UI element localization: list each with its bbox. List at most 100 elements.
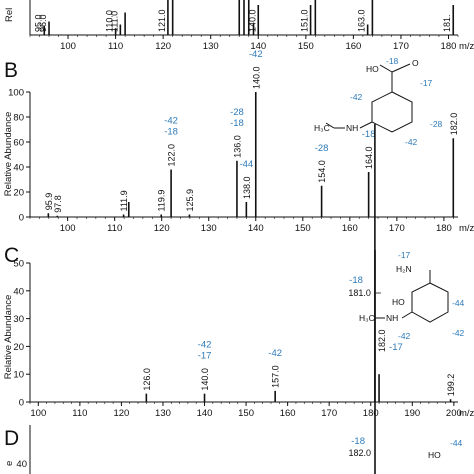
struct-b-o: O <box>412 58 419 68</box>
panel-a-peak-label: 121.0 <box>157 9 167 32</box>
panel-b-peak-label: 136.0 <box>232 135 242 158</box>
panel-b-x-tick-label: 160 <box>342 223 358 234</box>
struct-b-ann-4: -42 <box>405 137 418 147</box>
panel-c-x-tick-label: 190 <box>404 408 420 419</box>
panel-c-y-tick-label: 20 <box>13 342 24 353</box>
panel-b-peak-label: 138.0 <box>242 176 252 199</box>
panel-a-peak-label: 163.0 <box>357 9 367 32</box>
panel-a-ylabel: Rel <box>4 8 15 22</box>
panel-b-peak-label: 122.0 <box>167 144 177 167</box>
panel-b-y-tick-label: 100 <box>8 88 24 99</box>
panel-c-peak-label: 181.0 <box>348 288 371 298</box>
panel-b-x-axis-title: m/z <box>459 223 474 234</box>
panel-c-y-tick-label: 30 <box>13 314 24 325</box>
panel-c-annotation: -42 <box>198 340 212 351</box>
panel-c-x-tick-label: 110 <box>72 408 87 419</box>
panel-d-ytick: 40 <box>16 459 27 470</box>
panel-a-x-tick-label: 130 <box>203 41 219 52</box>
panel-d-chart: 182.0-18 <box>29 250 376 474</box>
panel-b-y-tick-label: 40 <box>13 163 24 174</box>
panel-b-peak-label: 140.0 <box>251 66 261 89</box>
panel-c-x-tick-label: 140 <box>197 408 213 419</box>
struct-b-h3c: H₃C <box>314 123 330 133</box>
panel-c-peak-label: 140.0 <box>200 368 210 391</box>
struct-c-nh: NH <box>386 313 398 323</box>
struct-c-ho: HO <box>392 297 405 307</box>
panel-c-peak-label: 157.0 <box>271 365 281 388</box>
structure-c-labels: H₂N HO H₃C NH -17 -44 -42 -42 <box>359 250 465 341</box>
struct-b-ann-1: -17 <box>420 78 433 88</box>
struct-b-ann-0: -18 <box>386 56 399 66</box>
panel-a-x-tick-label: 170 <box>393 41 409 52</box>
struct-d-ann-0: -44 <box>450 438 463 448</box>
panel-b-annotation: -42 <box>164 116 178 127</box>
panel-c-annotation: -42 <box>268 348 282 359</box>
panel-b-x-tick-label: 140 <box>248 223 264 234</box>
panel-c-chart: 100 110 120 130 140 150 160 170 180 190 200m/z0102… <box>13 124 474 419</box>
panel-a-peak-label: 181. <box>442 14 452 32</box>
panel-c-x-tick-label: 160 <box>280 408 296 419</box>
panel-b-x-tick-label: 100 <box>60 223 76 234</box>
panel-a-x-tick-label: 110 <box>108 41 123 52</box>
panel-b-peak-label: 97.8 <box>53 195 63 213</box>
panel-c-annotation: -17 <box>389 342 403 353</box>
panel-a-peak-label: 95.0 <box>33 14 43 32</box>
panel-b-x-tick-label: 170 <box>389 223 405 234</box>
panel-c-y-tick-label: 10 <box>13 370 24 381</box>
panel-a-peak-label: 151.0 <box>300 9 310 32</box>
struct-c-h3c: H₃C <box>359 313 375 323</box>
panel-letter-b: B <box>4 59 18 82</box>
panel-d-peak-label: 182.0 <box>348 448 371 458</box>
panel-letter-c: C <box>4 244 19 267</box>
panel-b-x-tick-label: 180 <box>436 223 452 234</box>
panel-c-annotation: -17 <box>198 351 212 362</box>
panel-a-x-tick-label: 140 <box>250 41 266 52</box>
panel-d-annotation: -18 <box>351 436 365 447</box>
panel-b-y-tick-label: 0 <box>19 213 24 224</box>
panel-b-x-tick-label: 150 <box>295 223 311 234</box>
struct-b-nh: NH <box>346 123 358 133</box>
panel-c-y-tick-label: 50 <box>13 259 24 270</box>
structure-b-labels: HO O H₃C NH -18 -17 -42 -28 -42 <box>314 56 443 147</box>
panel-b-annotation: -18 <box>230 118 244 129</box>
panel-c-x-tick-label: 180 <box>363 408 379 419</box>
panel-b-peak-label: 154.0 <box>317 160 327 183</box>
panel-c-x-tick-label: 200 <box>446 408 462 419</box>
struct-c-ann-1: -44 <box>452 298 465 308</box>
panel-b-annotation: -28 <box>230 107 244 118</box>
panel-c-x-tick-label: 170 <box>321 408 337 419</box>
panel-a-x-tick-label: 180 <box>441 41 457 52</box>
panel-b-peak-label: 182.0 <box>449 113 459 136</box>
panel-c-peak-label: 182.0 <box>377 329 387 352</box>
panel-b-peak-label: 111.9 <box>119 190 129 211</box>
panel-b-y-tick-label: 20 <box>13 188 24 199</box>
panel-b-chart: 100 110 120 130 140 150 160 170 180 m/z 0 20 40 60 80 1… <box>8 49 474 234</box>
panel-b-x-tick-label: 130 <box>201 223 217 234</box>
panel-a-x-tick-label: 150 <box>298 41 314 52</box>
struct-c-h2n: H₂N <box>396 264 412 274</box>
struct-b-ann-2: -42 <box>350 92 363 102</box>
panel-c-y-tick-label: 0 <box>19 398 24 409</box>
panel-a-x-axis-title: m/z <box>459 41 474 52</box>
panel-b-peak-label: 119.9 <box>157 190 167 212</box>
panel-letter-d: D <box>4 427 19 450</box>
panel-b-annotation: -18 <box>164 127 178 138</box>
struct-c-ann-2: -42 <box>398 331 411 341</box>
structure-d-labels: HO -44 <box>428 438 463 460</box>
panel-a-x-tick-label: 120 <box>155 41 171 52</box>
struct-c-ann-3: -42 <box>452 328 465 338</box>
panel-c-ylabel: Relative Abundance <box>3 295 14 380</box>
panel-a-x-tick-label: 160 <box>345 41 361 52</box>
panel-c-y-tick-label: 40 <box>13 286 24 297</box>
panel-c-peak-label: 199.2 <box>446 374 456 397</box>
panel-b-peak-label: 95.9 <box>44 193 54 211</box>
panel-c-x-tick-label: 150 <box>238 408 254 419</box>
panel-b-peak-label: 125.9 <box>185 189 195 212</box>
struct-c-ann-0: -17 <box>398 250 411 260</box>
panel-a-peak-label: 140.0 <box>247 9 257 32</box>
panel-c-x-tick-label: 130 <box>155 408 171 419</box>
panel-b-annotation: -42 <box>249 49 263 60</box>
structure-c-molecule <box>375 270 449 323</box>
panel-b-x-tick-label: 120 <box>154 223 170 234</box>
